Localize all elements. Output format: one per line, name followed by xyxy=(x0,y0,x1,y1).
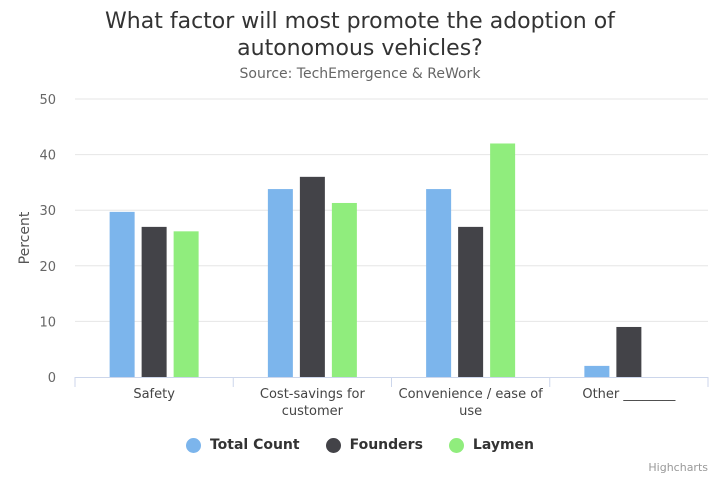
legend-marker-laymen xyxy=(448,437,464,453)
bar-total-count[interactable] xyxy=(109,211,135,377)
y-tick-label: 30 xyxy=(39,204,56,219)
grid-lines xyxy=(75,98,708,322)
bar-laymen[interactable] xyxy=(490,143,516,377)
x-tick-label: Cost-savings for customer xyxy=(260,387,366,419)
legend: Total Count Founders Laymen xyxy=(0,437,720,453)
legend-item-total-count[interactable]: Total Count xyxy=(185,437,300,453)
legend-marker-total-count xyxy=(185,437,201,453)
x-tick-label: Other ________ xyxy=(582,387,676,402)
y-tick-label: 0 xyxy=(48,371,56,386)
legend-item-laymen[interactable]: Laymen xyxy=(448,437,535,453)
bar-founders[interactable] xyxy=(458,226,484,377)
chart-subtitle: Source: TechEmergence & ReWork xyxy=(239,66,481,82)
bar-laymen[interactable] xyxy=(331,202,357,377)
y-tick-label: 40 xyxy=(39,149,56,164)
bar-total-count[interactable] xyxy=(267,189,293,377)
legend-marker-founders xyxy=(325,437,341,453)
legend-label: Laymen xyxy=(472,437,535,453)
x-tick-label: Safety xyxy=(133,387,175,402)
bar-total-count[interactable] xyxy=(584,365,610,377)
bar-laymen[interactable] xyxy=(173,231,199,377)
legend-label: Total Count xyxy=(209,437,300,453)
bar-founders[interactable] xyxy=(299,176,325,377)
x-tick-label: Convenience / ease of use xyxy=(399,387,544,419)
legend-item-founders[interactable]: Founders xyxy=(325,437,423,453)
y-tick-label: 50 xyxy=(39,93,56,108)
y-tick-label: 20 xyxy=(39,260,56,275)
chart-title: What factor will most promote the adopti… xyxy=(105,9,615,61)
legend-label: Founders xyxy=(349,437,423,453)
axes: 0 10 20 30 40 50 Safety Cost-savings for custome… xyxy=(39,93,709,419)
bar-total-count[interactable] xyxy=(426,189,452,377)
bar-founders[interactable] xyxy=(141,226,167,377)
y-axis-label: Percent xyxy=(17,211,33,264)
bars xyxy=(109,143,642,377)
bar-founders[interactable] xyxy=(616,326,642,377)
credits-link[interactable]: Highcharts xyxy=(648,461,708,474)
y-tick-label: 10 xyxy=(39,315,56,330)
